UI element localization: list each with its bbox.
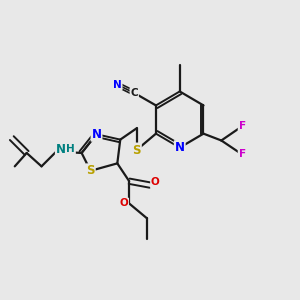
Text: H: H xyxy=(66,144,75,154)
Text: O: O xyxy=(151,177,160,187)
Text: N: N xyxy=(113,80,122,90)
Text: N: N xyxy=(175,141,185,154)
Text: S: S xyxy=(132,143,141,157)
Text: N: N xyxy=(92,128,101,141)
Text: F: F xyxy=(238,149,246,160)
Text: F: F xyxy=(238,121,246,131)
Text: O: O xyxy=(119,199,128,208)
Text: C: C xyxy=(130,88,138,98)
Text: S: S xyxy=(86,164,95,177)
Text: N: N xyxy=(56,142,66,156)
